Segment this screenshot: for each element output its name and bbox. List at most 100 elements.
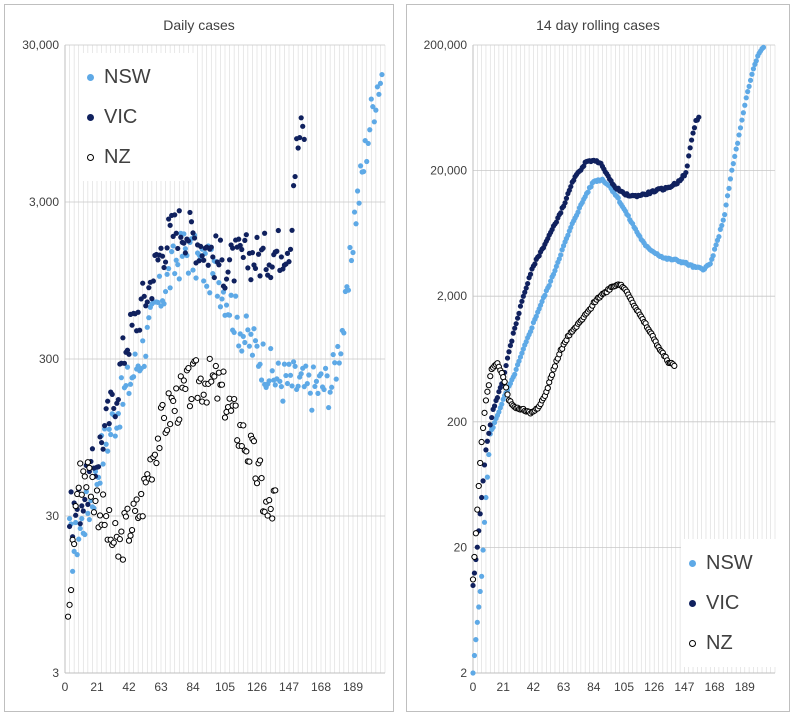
data-point — [556, 256, 562, 262]
data-point — [175, 262, 181, 268]
data-point — [477, 511, 483, 517]
data-point — [671, 362, 678, 369]
data-point — [120, 401, 126, 407]
data-point — [625, 213, 631, 219]
data-point — [480, 547, 486, 553]
legend-item: NZ — [87, 137, 187, 177]
data-point — [568, 183, 574, 190]
data-point — [484, 388, 491, 395]
data-point — [214, 293, 220, 299]
data-point — [172, 270, 178, 277]
data-point — [154, 435, 162, 442]
data-point — [177, 373, 184, 380]
rolling-cases-chart: 14 day rolling cases 2 20 200 2,000 20,000 20… — [406, 4, 790, 712]
data-point — [223, 276, 230, 282]
data-point — [504, 355, 511, 361]
data-point — [539, 298, 545, 305]
data-point — [491, 403, 498, 409]
data-point — [256, 457, 264, 464]
data-point — [127, 532, 134, 539]
data-point — [220, 289, 227, 295]
data-point — [78, 491, 85, 498]
data-point — [559, 247, 565, 253]
x-tick-label: 0 — [62, 680, 69, 694]
x-tick-label: 168 — [311, 680, 331, 694]
data-point — [485, 382, 492, 389]
data-point — [248, 331, 254, 337]
data-point — [280, 398, 286, 404]
data-point — [128, 526, 136, 534]
data-point — [137, 327, 143, 333]
data-point — [185, 270, 192, 276]
data-point — [87, 493, 95, 500]
data-point — [240, 333, 246, 340]
data-point — [520, 346, 526, 352]
data-point — [470, 582, 476, 589]
y-tick-label: 3,000 — [29, 195, 59, 209]
data-point — [110, 539, 117, 546]
data-point — [211, 274, 217, 281]
x-tick-label: 105 — [215, 680, 235, 694]
data-point — [120, 335, 126, 341]
data-point — [760, 44, 767, 50]
data-point — [132, 351, 138, 357]
data-point — [255, 251, 262, 257]
data-point — [164, 245, 170, 251]
data-point — [186, 403, 194, 410]
data-point — [101, 521, 108, 529]
data-point — [226, 312, 233, 318]
data-point — [266, 378, 272, 384]
data-point — [371, 119, 377, 125]
data-point — [222, 285, 228, 291]
data-point — [220, 368, 227, 375]
x-tick-label: 84 — [186, 680, 200, 694]
data-point — [245, 265, 251, 271]
data-point — [307, 390, 313, 396]
data-point — [367, 127, 373, 133]
data-point — [102, 423, 108, 429]
data-point — [548, 371, 556, 379]
data-point — [483, 447, 489, 453]
data-point — [290, 359, 297, 365]
data-point — [246, 458, 253, 465]
data-point — [192, 357, 200, 364]
chart-title: Daily cases — [163, 17, 235, 33]
legend-label: VIC — [104, 105, 138, 128]
data-point — [474, 544, 480, 550]
data-point — [106, 426, 112, 432]
x-tick-label: 21 — [497, 680, 511, 694]
data-point — [510, 330, 516, 336]
data-point — [80, 508, 86, 514]
data-point — [112, 519, 119, 527]
data-point — [118, 528, 125, 535]
data-point — [159, 401, 166, 409]
data-point — [158, 245, 164, 251]
data-point — [210, 271, 216, 277]
data-point — [491, 419, 498, 426]
data-point — [286, 259, 292, 265]
data-point — [156, 445, 163, 452]
data-point — [250, 438, 258, 445]
data-point — [727, 176, 734, 182]
data-point — [64, 613, 72, 620]
legend-marker — [689, 639, 696, 647]
data-point — [494, 395, 501, 401]
data-point — [501, 378, 508, 385]
data-point — [82, 531, 88, 538]
data-point — [263, 266, 269, 273]
x-tick-label: 42 — [122, 680, 136, 694]
data-point — [479, 424, 487, 432]
data-point — [86, 464, 93, 471]
data-point — [353, 221, 359, 227]
data-point — [144, 324, 150, 330]
data-point — [173, 385, 180, 392]
data-point — [479, 573, 485, 579]
data-point — [471, 553, 478, 561]
data-point — [336, 360, 342, 366]
data-point — [216, 280, 222, 286]
data-point — [516, 310, 522, 316]
data-point — [474, 619, 480, 625]
data-point — [170, 243, 176, 249]
data-point — [512, 325, 518, 331]
data-point — [509, 338, 515, 344]
